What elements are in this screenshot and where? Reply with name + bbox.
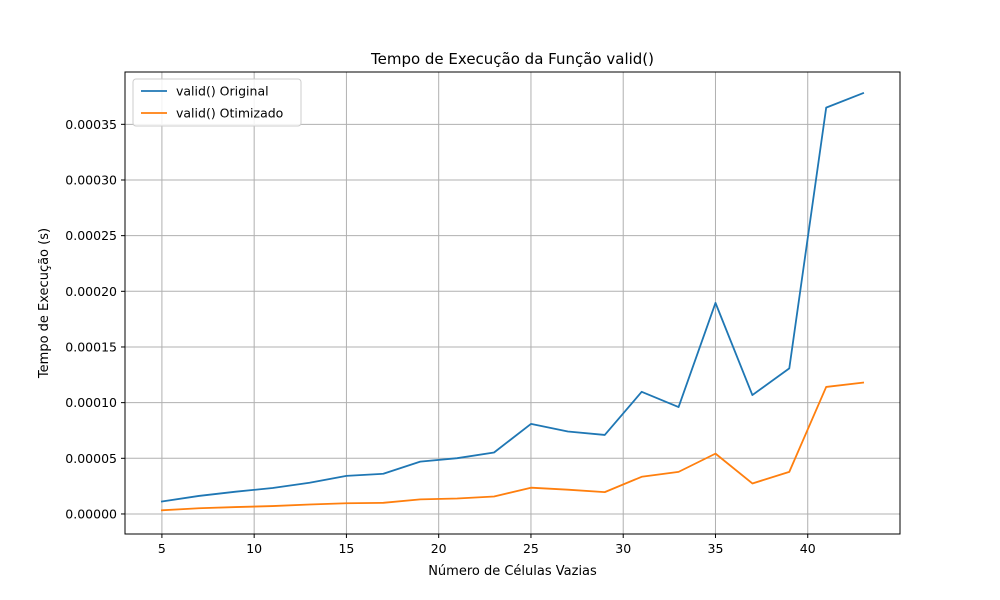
y-tick-label: 0.00015 bbox=[65, 339, 117, 354]
grid-lines bbox=[125, 72, 900, 534]
y-axis-label: Tempo de Execução (s) bbox=[37, 228, 52, 379]
y-tick-label: 0.00030 bbox=[65, 172, 117, 187]
y-tick-label: 0.00025 bbox=[65, 228, 117, 243]
x-tick-label: 5 bbox=[158, 541, 166, 556]
series-line-2 bbox=[160, 381, 865, 512]
x-tick-label: 20 bbox=[431, 541, 447, 556]
axis-ticks: 5 10 15 20 25 30 35 40 0.00000 0.00005 0.00010 0.00… bbox=[65, 117, 815, 556]
x-tick-label: 15 bbox=[338, 541, 354, 556]
legend-box bbox=[132, 78, 302, 127]
y-tick-label: 0.00010 bbox=[65, 395, 117, 410]
series-line-1 bbox=[160, 91, 865, 503]
x-axis-label: Número de Células Vazias bbox=[428, 564, 597, 579]
legend-label: valid() Otimizado bbox=[176, 106, 283, 121]
x-tick-label: 10 bbox=[246, 541, 262, 556]
legend: valid() Original valid() Otimizado bbox=[132, 78, 302, 127]
y-tick-label: 0.00035 bbox=[65, 117, 117, 132]
x-tick-label: 35 bbox=[708, 541, 724, 556]
y-tick-label: 0.00000 bbox=[65, 506, 117, 521]
y-tick-label: 0.00020 bbox=[65, 284, 117, 299]
y-tick-label: 0.00005 bbox=[65, 451, 117, 466]
series-layer bbox=[160, 91, 865, 512]
x-tick-label: 40 bbox=[800, 541, 816, 556]
x-tick-label: 25 bbox=[523, 541, 539, 556]
plot-frame bbox=[124, 71, 901, 535]
x-tick-label: 30 bbox=[615, 541, 631, 556]
chart-title: Tempo de Execução da Função valid() bbox=[370, 50, 654, 68]
legend-label: valid() Original bbox=[176, 84, 269, 99]
